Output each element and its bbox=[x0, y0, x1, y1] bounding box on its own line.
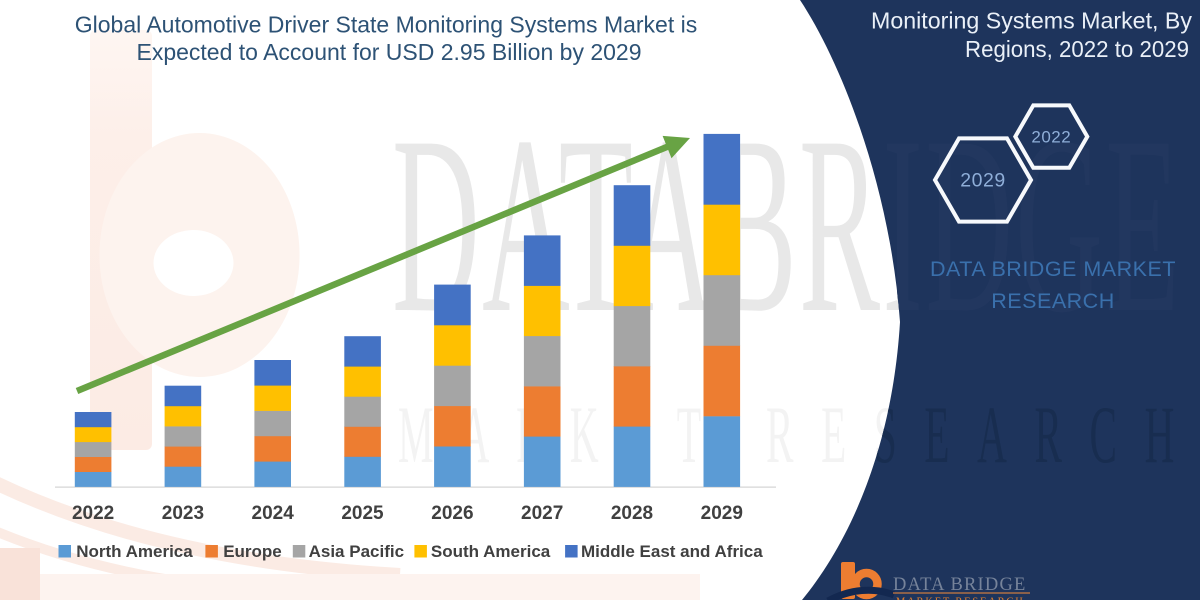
svg-text:Europe: Europe bbox=[223, 542, 282, 561]
svg-text:Regions, 2022 to 2029: Regions, 2022 to 2029 bbox=[965, 36, 1189, 62]
svg-text:2029: 2029 bbox=[960, 170, 1005, 192]
svg-text:2023: 2023 bbox=[162, 503, 204, 524]
svg-text:South America: South America bbox=[431, 542, 551, 561]
svg-text:2027: 2027 bbox=[521, 503, 563, 524]
svg-text:Monitoring Systems Market, By: Monitoring Systems Market, By bbox=[871, 8, 1192, 34]
svg-text:Middle East and Africa: Middle East and Africa bbox=[581, 542, 763, 561]
svg-text:Global Automotive Driver State: Global Automotive Driver State Monitorin… bbox=[75, 12, 698, 38]
svg-text:RESEARCH: RESEARCH bbox=[991, 289, 1114, 313]
svg-text:DATA BRIDGE: DATA BRIDGE bbox=[893, 575, 1027, 595]
svg-text:2029: 2029 bbox=[701, 503, 743, 524]
svg-text:2028: 2028 bbox=[611, 503, 653, 524]
svg-text:2024: 2024 bbox=[252, 503, 295, 524]
svg-text:Expected to Account for USD 2.: Expected to Account for USD 2.95 Billion… bbox=[136, 39, 641, 65]
svg-text:Asia Pacific: Asia Pacific bbox=[309, 542, 404, 561]
svg-text:2025: 2025 bbox=[341, 503, 384, 524]
svg-text:North America: North America bbox=[76, 542, 193, 561]
svg-text:2026: 2026 bbox=[431, 503, 473, 524]
svg-text:MARKET RESEARCH: MARKET RESEARCH bbox=[896, 597, 1025, 601]
svg-text:DATA BRIDGE MARKET: DATA BRIDGE MARKET bbox=[930, 257, 1176, 281]
svg-text:2022: 2022 bbox=[72, 503, 114, 524]
svg-text:2022: 2022 bbox=[1031, 128, 1071, 147]
